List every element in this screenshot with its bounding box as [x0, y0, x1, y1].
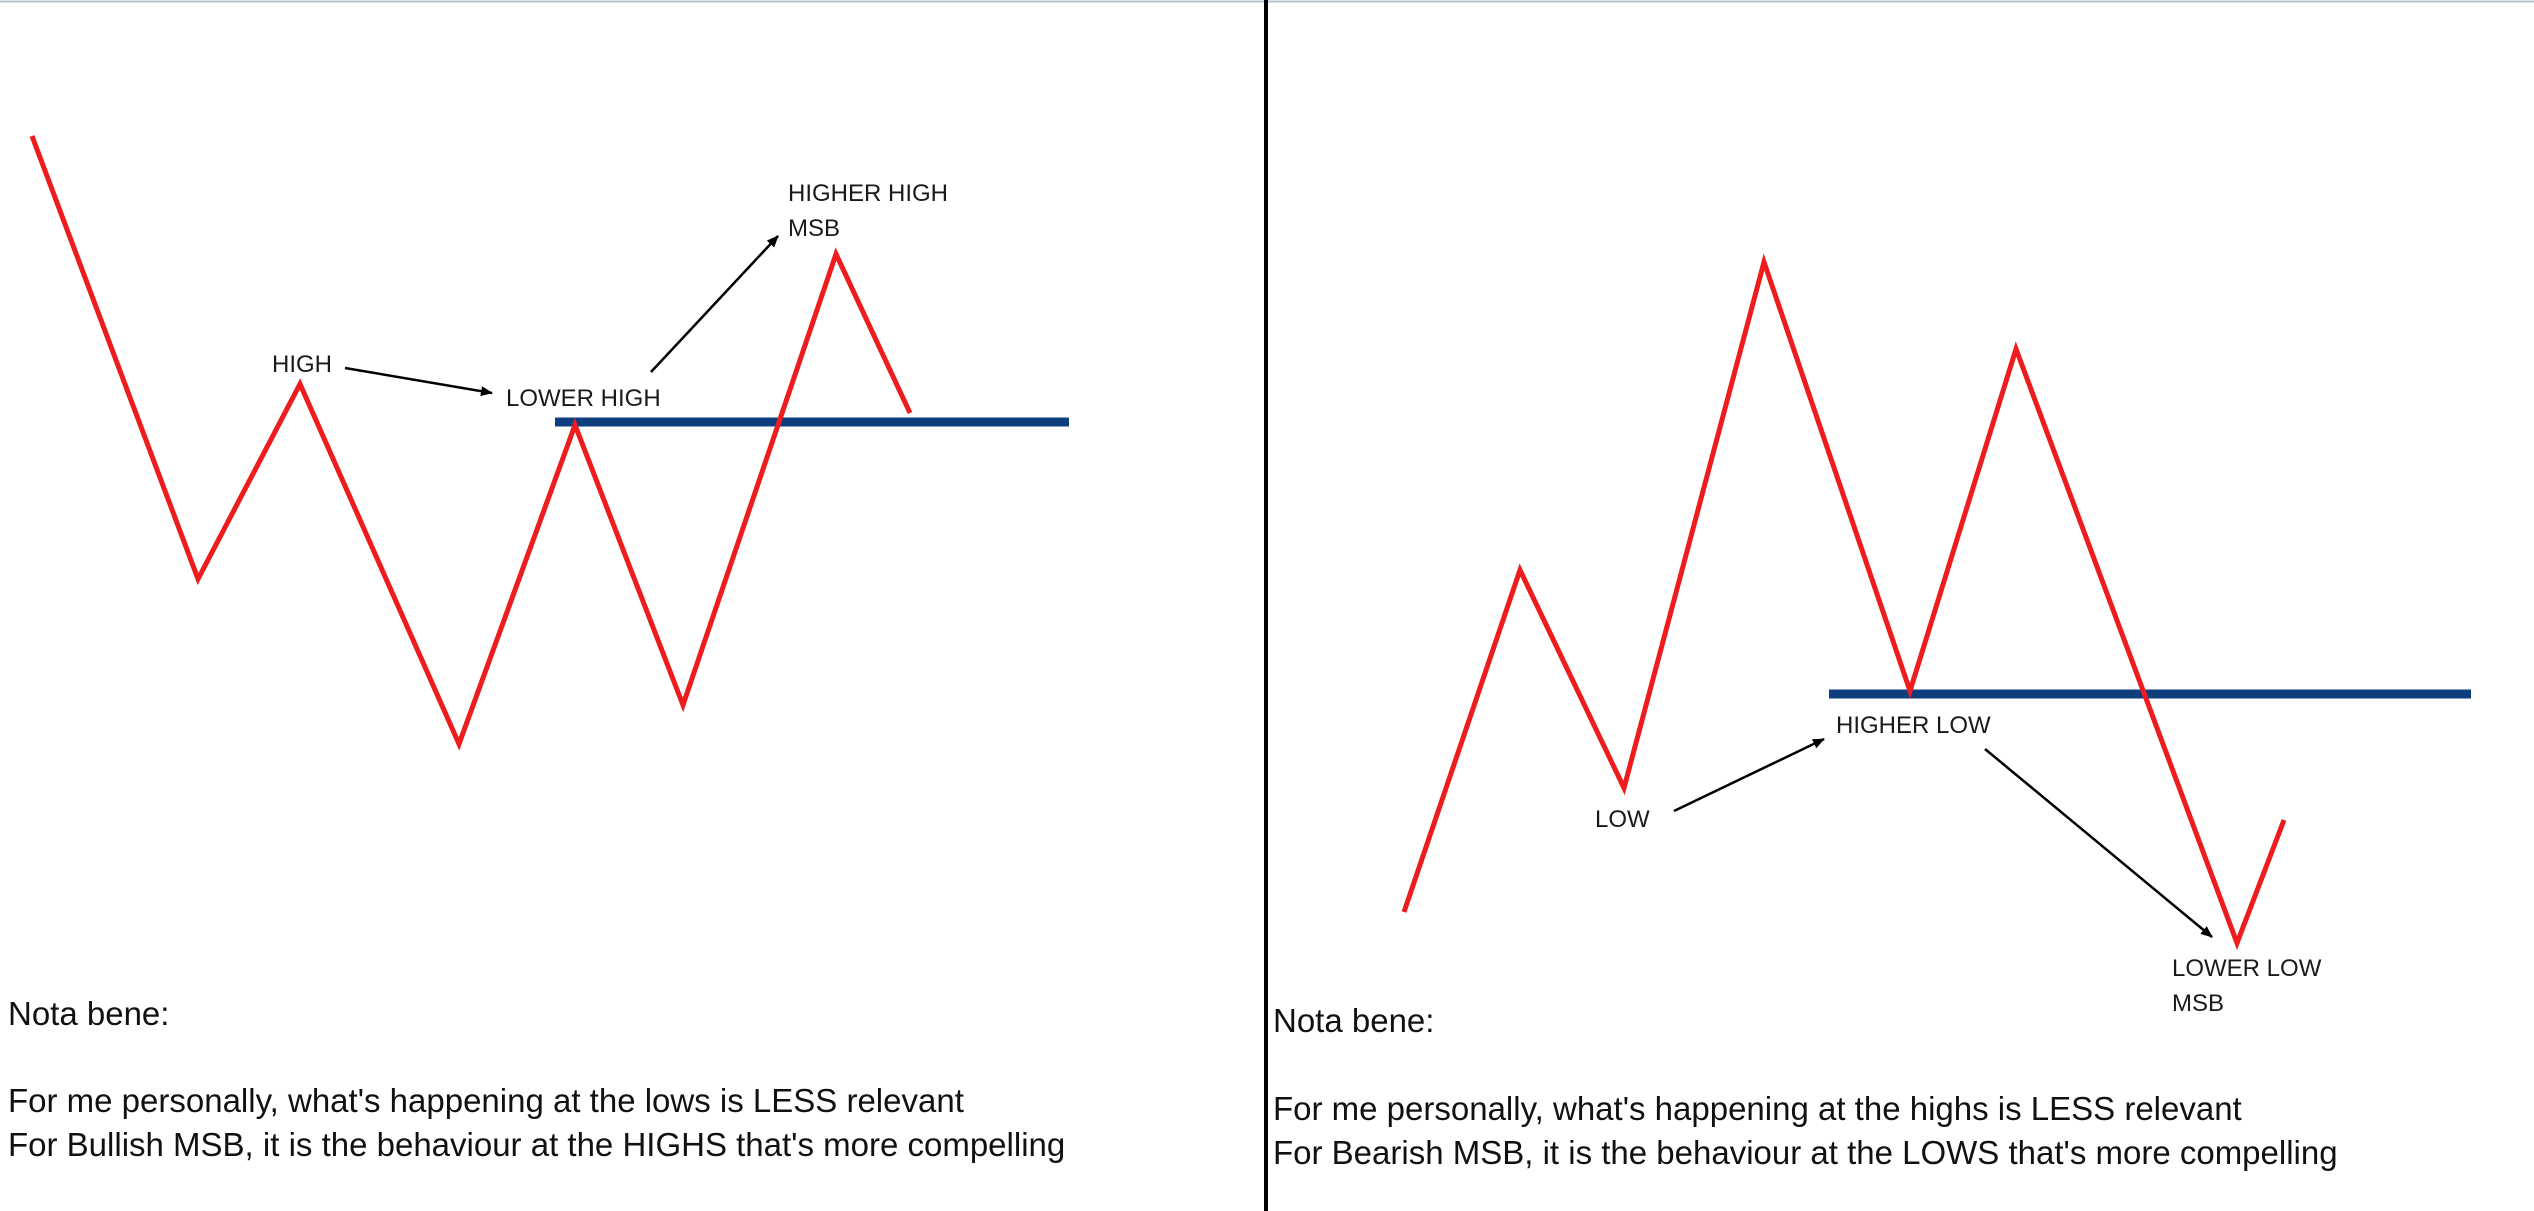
- bullish-msb-label: MSB: [788, 215, 840, 242]
- bullish-note-line-1: For me personally, what's happening at t…: [8, 1082, 964, 1119]
- lower-high-to-higher-high-arrow: [650, 235, 779, 373]
- bearish-note-title: Nota bene:: [1273, 1002, 1434, 1039]
- higher-high-label: HIGHER HIGH: [788, 180, 948, 207]
- low-to-higher-low-arrow: [1673, 737, 1825, 813]
- bearish-note-line-2: For Bearish MSB, it is the behaviour at …: [1273, 1134, 2338, 1171]
- low-label: LOW: [1595, 806, 1650, 833]
- bullish-price-path: [29, 135, 913, 751]
- bullish-panel: HIGH LOWER HIGH HIGHER HIGH MSB Nota ben…: [8, 135, 1069, 1163]
- bearish-msb-label: MSB: [2172, 990, 2224, 1017]
- higher-low-to-lower-low-arrow: [1984, 748, 2213, 938]
- higher-low-label: HIGHER LOW: [1836, 712, 1991, 739]
- bearish-price-path: [1401, 253, 2287, 951]
- lower-high-label: LOWER HIGH: [506, 385, 661, 412]
- high-to-lower-high-arrow: [344, 366, 493, 397]
- bearish-panel: LOW HIGHER LOW LOWER LOW MSB Nota bene: …: [1273, 253, 2471, 1171]
- high-label: HIGH: [272, 351, 332, 378]
- bearish-note-line-1: For me personally, what's happening at t…: [1273, 1090, 2242, 1127]
- bullish-note-title: Nota bene:: [8, 995, 169, 1032]
- lower-low-label: LOWER LOW: [2172, 955, 2322, 982]
- bullish-note-line-2: For Bullish MSB, it is the behaviour at …: [8, 1126, 1065, 1163]
